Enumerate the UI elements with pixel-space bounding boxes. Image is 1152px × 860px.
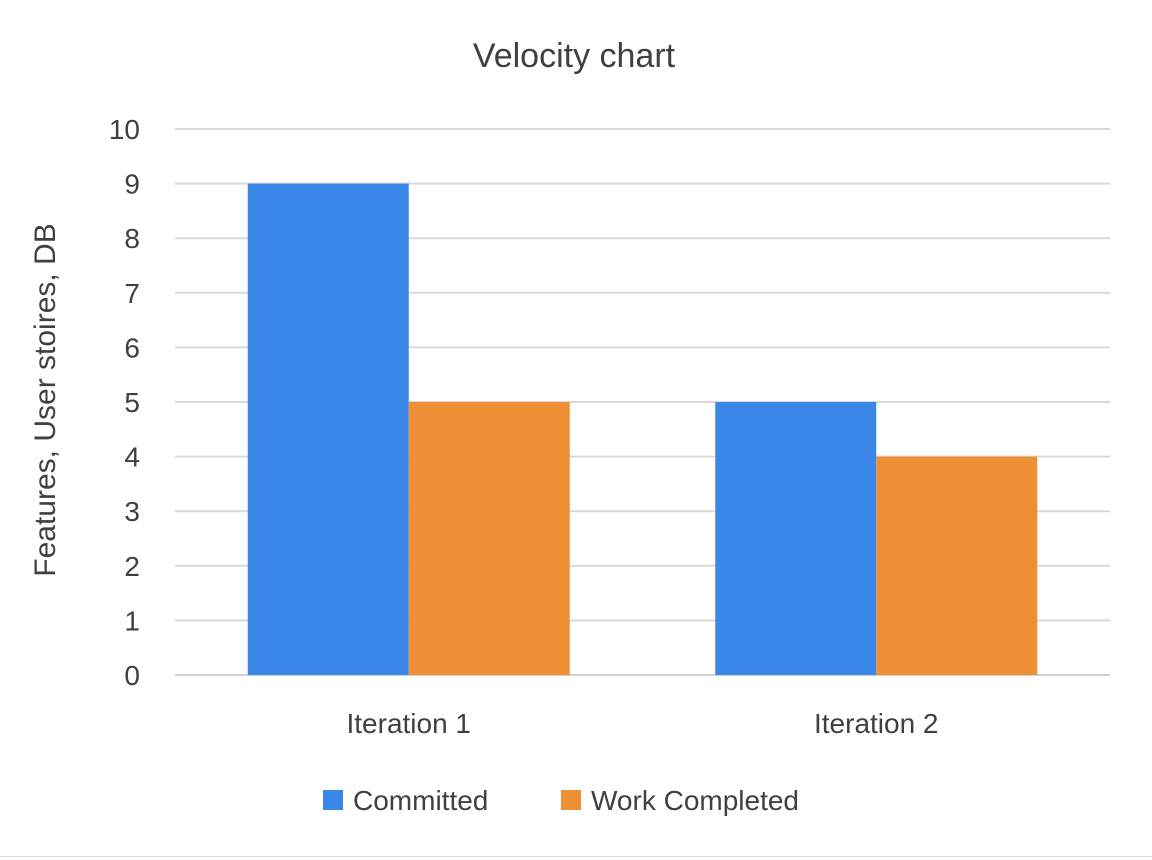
y-tick-label: 3	[124, 496, 140, 527]
x-tick-label: Iteration 1	[346, 708, 471, 739]
y-axis-ticks: 0 1 2 3 4 5 6 7 8 9 10	[109, 114, 140, 691]
y-tick-label: 4	[124, 442, 140, 473]
y-tick-label: 8	[124, 223, 140, 254]
legend-swatch	[561, 790, 581, 810]
y-axis-label: Features, User stoires, DB	[29, 223, 62, 576]
y-tick-label: 0	[124, 660, 140, 691]
legend-label: Committed	[353, 785, 488, 816]
bar-committed-2	[715, 402, 877, 675]
bars	[247, 183, 1038, 675]
x-axis-ticks: Iteration 1 Iteration 2	[346, 708, 938, 739]
y-tick-label: 9	[124, 169, 140, 200]
y-tick-label: 2	[124, 551, 140, 582]
x-tick-label: Iteration 2	[814, 708, 939, 739]
y-tick-label: 7	[124, 278, 140, 309]
legend-swatch	[323, 790, 343, 810]
divider	[0, 856, 1152, 857]
y-tick-label: 1	[124, 605, 140, 636]
bar-work-completed-1	[408, 402, 570, 675]
bar-work-completed-2	[876, 456, 1038, 675]
y-tick-label: 6	[124, 332, 140, 363]
bar-committed-1	[247, 183, 409, 675]
legend: Committed Work Completed	[323, 785, 799, 816]
y-tick-label: 5	[124, 387, 140, 418]
legend-label: Work Completed	[591, 785, 799, 816]
y-tick-label: 10	[109, 114, 140, 145]
chart-title: Velocity chart	[473, 37, 676, 75]
